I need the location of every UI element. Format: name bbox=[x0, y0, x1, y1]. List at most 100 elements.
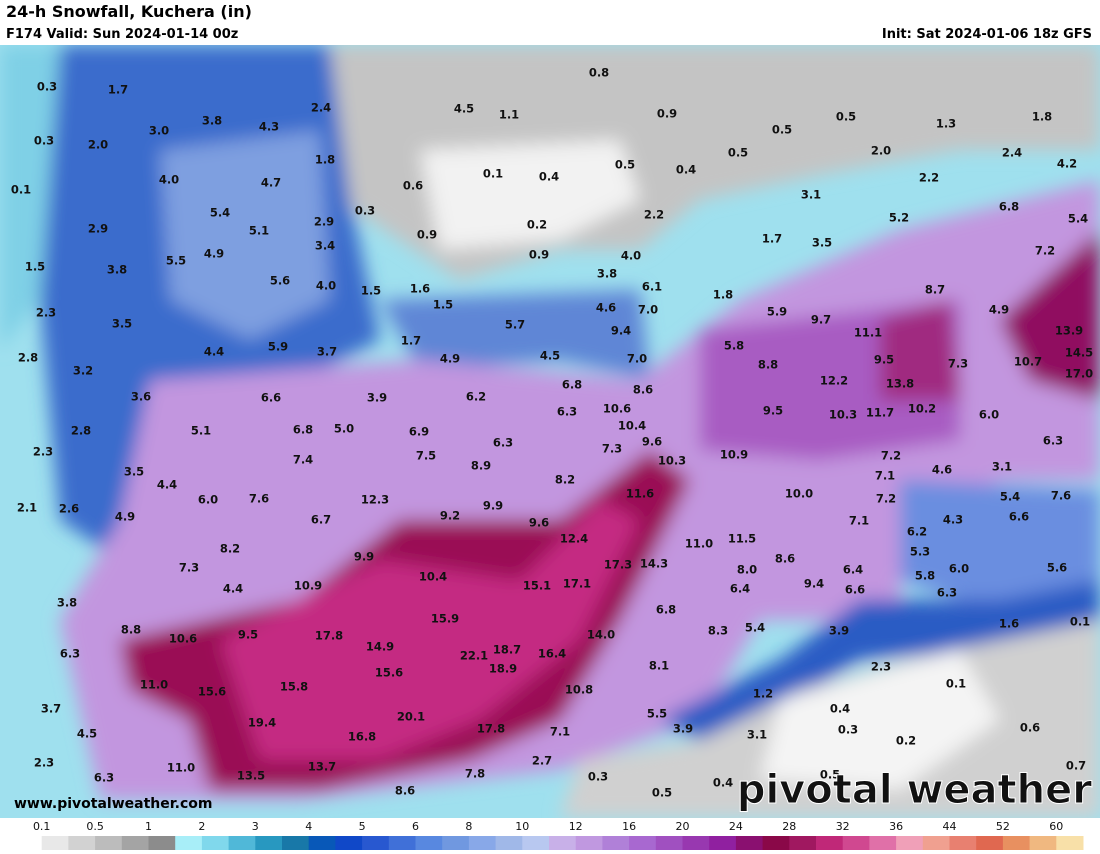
snow-label: 0.2 bbox=[896, 734, 916, 748]
snow-label: 1.2 bbox=[753, 687, 773, 701]
snow-label: 1.7 bbox=[401, 334, 421, 348]
snow-label: 1.8 bbox=[1032, 110, 1052, 124]
snow-label: 0.3 bbox=[355, 204, 375, 218]
colorbar-swatch bbox=[949, 836, 977, 850]
colorbar-label: 0.5 bbox=[86, 820, 104, 833]
snow-label: 6.3 bbox=[94, 771, 114, 785]
snow-label: 11.0 bbox=[140, 678, 168, 692]
snow-label: 5.4 bbox=[1068, 212, 1088, 226]
snow-label: 3.8 bbox=[597, 267, 617, 281]
snow-label: 6.3 bbox=[1043, 434, 1063, 448]
snow-label: 10.2 bbox=[908, 402, 936, 416]
snow-label: 0.5 bbox=[836, 110, 856, 124]
snow-label: 5.6 bbox=[1047, 561, 1067, 575]
colorbar-label: 44 bbox=[943, 820, 957, 833]
snow-label: 2.8 bbox=[18, 351, 38, 365]
snow-label: 7.1 bbox=[875, 469, 895, 483]
snow-label: 7.6 bbox=[249, 492, 269, 506]
snow-label: 6.9 bbox=[409, 425, 429, 439]
snow-label: 5.0 bbox=[334, 422, 354, 436]
watermark: www.pivotalweather.com bbox=[14, 796, 213, 812]
snow-label: 2.8 bbox=[71, 424, 91, 438]
colorbar-swatch bbox=[15, 836, 43, 850]
colorbar-swatch bbox=[308, 836, 336, 850]
snow-label: 7.3 bbox=[948, 357, 968, 371]
colorbar-label: 32 bbox=[836, 820, 850, 833]
snow-label: 14.3 bbox=[640, 557, 668, 571]
snow-label: 13.8 bbox=[886, 377, 914, 391]
colorbar-swatch bbox=[1056, 836, 1084, 850]
snow-label: 18.7 bbox=[493, 643, 521, 657]
snow-label: 3.4 bbox=[315, 239, 335, 253]
snow-label: 6.4 bbox=[730, 582, 750, 596]
snow-label: 4.0 bbox=[316, 279, 336, 293]
snow-label: 8.2 bbox=[555, 473, 575, 487]
snow-label: 7.4 bbox=[293, 453, 313, 467]
snow-label: 0.1 bbox=[946, 677, 966, 691]
snow-label: 6.0 bbox=[979, 408, 999, 422]
colorbar-label: 5 bbox=[359, 820, 366, 833]
snow-label: 3.7 bbox=[41, 702, 61, 716]
snow-label: 8.0 bbox=[737, 563, 757, 577]
snow-label: 0.5 bbox=[652, 786, 672, 800]
snow-label: 14.0 bbox=[587, 628, 615, 642]
snow-label: 10.3 bbox=[658, 454, 686, 468]
snow-label: 13.7 bbox=[308, 760, 336, 774]
colorbar-swatch bbox=[148, 836, 176, 850]
snow-label: 19.4 bbox=[248, 716, 276, 730]
snow-label: 9.2 bbox=[440, 509, 460, 523]
snow-label: 7.0 bbox=[638, 303, 658, 317]
snow-label: 1.8 bbox=[315, 153, 335, 167]
snow-label: 17.8 bbox=[477, 722, 505, 736]
snow-label: 0.3 bbox=[34, 134, 54, 148]
colorbar-swatch bbox=[388, 836, 416, 850]
snow-label: 6.3 bbox=[60, 647, 80, 661]
snow-label: 4.5 bbox=[454, 102, 474, 116]
snow-label: 11.7 bbox=[866, 406, 894, 420]
snow-label: 1.5 bbox=[361, 284, 381, 298]
colorbar-label: 2 bbox=[198, 820, 205, 833]
snow-label: 2.6 bbox=[59, 502, 79, 516]
snow-label: 8.2 bbox=[220, 542, 240, 556]
snow-label: 4.9 bbox=[204, 247, 224, 261]
snow-label: 0.9 bbox=[657, 107, 677, 121]
snow-label: 1.3 bbox=[936, 117, 956, 131]
snow-label: 11.5 bbox=[728, 532, 756, 546]
snow-label: 6.0 bbox=[949, 562, 969, 576]
snow-label: 0.9 bbox=[417, 228, 437, 242]
colorbar-swatch bbox=[442, 836, 470, 850]
snow-label: 1.5 bbox=[433, 298, 453, 312]
snow-label: 14.5 bbox=[1065, 346, 1093, 360]
snow-label: 3.2 bbox=[73, 364, 93, 378]
snow-label: 5.4 bbox=[210, 206, 230, 220]
colorbar-swatch bbox=[789, 836, 817, 850]
snow-label: 4.4 bbox=[204, 345, 224, 359]
snow-label: 4.0 bbox=[621, 249, 641, 263]
snow-label: 1.6 bbox=[410, 282, 430, 296]
snow-label: 5.2 bbox=[889, 211, 909, 225]
snow-label: 10.9 bbox=[720, 448, 748, 462]
colorbar-label: 12 bbox=[569, 820, 583, 833]
snow-label: 9.9 bbox=[354, 550, 374, 564]
colorbar-swatch bbox=[95, 836, 123, 850]
snow-label: 1.7 bbox=[762, 232, 782, 246]
snow-label: 6.6 bbox=[845, 583, 865, 597]
colorbar-swatch bbox=[709, 836, 737, 850]
snow-label: 9.5 bbox=[238, 628, 258, 642]
snow-label: 5.4 bbox=[745, 621, 765, 635]
colorbar-swatch bbox=[869, 836, 897, 850]
colorbar-swatch bbox=[842, 836, 870, 850]
snow-label: 7.2 bbox=[1035, 244, 1055, 258]
snow-label: 12.4 bbox=[560, 532, 588, 546]
snow-label: 8.1 bbox=[649, 659, 669, 673]
snow-label: 0.4 bbox=[676, 163, 696, 177]
snow-label: 5.1 bbox=[249, 224, 269, 238]
colorbar-swatch bbox=[549, 836, 577, 850]
colorbar-swatch bbox=[495, 836, 523, 850]
colorbar-swatch bbox=[522, 836, 550, 850]
snow-label: 0.6 bbox=[403, 179, 423, 193]
snow-label: 8.7 bbox=[925, 283, 945, 297]
map-labels: 0.3 1.7 3.8 4.3 2.4 4.5 1.1 0.8 0.9 0.5 0.5 1.3 1.8 0… bbox=[11, 66, 1093, 800]
snow-label: 3.9 bbox=[673, 722, 693, 736]
colorbar-swatch bbox=[976, 836, 1004, 850]
